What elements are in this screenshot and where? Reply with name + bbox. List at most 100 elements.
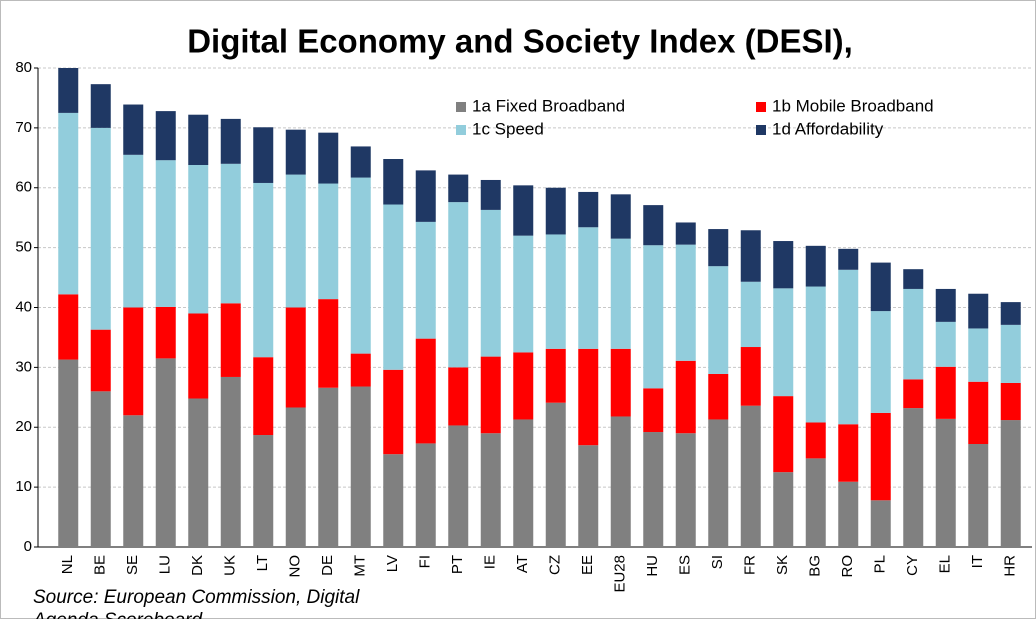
bar-segment bbox=[740, 230, 761, 282]
legend-label: 1c Speed bbox=[472, 119, 544, 138]
bar-segment bbox=[480, 356, 501, 434]
bar-segment bbox=[805, 286, 826, 423]
bar-segment bbox=[740, 347, 761, 406]
bar-segment bbox=[545, 348, 566, 403]
bar-segment bbox=[58, 294, 79, 360]
bar-segment bbox=[1000, 302, 1021, 325]
x-tick-label: SK bbox=[774, 555, 791, 575]
legend-swatch bbox=[756, 102, 766, 112]
bar-segment bbox=[188, 313, 209, 399]
x-tick-label: NL bbox=[59, 555, 76, 574]
x-tick-label: EE bbox=[579, 555, 596, 575]
bar-segment bbox=[545, 402, 566, 547]
bar-segment bbox=[968, 444, 989, 547]
x-tick-label: FR bbox=[742, 555, 759, 575]
x-tick-label: NO bbox=[287, 555, 304, 578]
bar-segment bbox=[123, 104, 144, 155]
x-tick-label: PT bbox=[449, 555, 466, 574]
bar-segment bbox=[1000, 324, 1021, 383]
bar-segment bbox=[155, 306, 176, 359]
bar-segment bbox=[903, 269, 924, 289]
bar-segment bbox=[578, 191, 599, 228]
bar-segment bbox=[123, 154, 144, 308]
bar-segment bbox=[545, 187, 566, 235]
bar-segment bbox=[870, 412, 891, 501]
bar-segment bbox=[383, 204, 404, 370]
bar-segment bbox=[805, 245, 826, 287]
bar-segment bbox=[1000, 382, 1021, 421]
x-tick-label: FI bbox=[417, 555, 434, 568]
legend-label: 1d Affordability bbox=[772, 119, 884, 138]
bar-segment bbox=[350, 146, 371, 178]
x-tick-label: SE bbox=[124, 555, 141, 575]
bar-segment bbox=[123, 307, 144, 416]
bar-segment bbox=[903, 288, 924, 380]
bar-segment bbox=[448, 202, 469, 368]
bar-segment bbox=[415, 338, 436, 444]
bar-segment bbox=[708, 266, 729, 374]
bar-segment bbox=[610, 194, 631, 239]
x-tick-label: HU bbox=[644, 555, 661, 577]
bar-segment bbox=[383, 454, 404, 547]
bar-segment bbox=[350, 386, 371, 547]
bar-segment bbox=[285, 129, 306, 175]
bar-segment bbox=[545, 234, 566, 349]
x-tick-label: SI bbox=[709, 555, 726, 569]
bar-segment bbox=[708, 229, 729, 267]
bar-segment bbox=[578, 348, 599, 446]
bar-segment bbox=[155, 160, 176, 307]
bar-segment bbox=[968, 328, 989, 382]
bar-segment bbox=[383, 369, 404, 455]
bar-segment bbox=[805, 422, 826, 459]
bar-segment bbox=[285, 174, 306, 308]
bar-segment bbox=[188, 398, 209, 547]
bar-segment bbox=[968, 293, 989, 329]
bar-segment bbox=[773, 288, 794, 397]
bar-segment bbox=[903, 379, 924, 409]
y-tick-label: 50 bbox=[15, 239, 32, 256]
bar-segment bbox=[90, 127, 111, 330]
x-tick-label: HR bbox=[1002, 555, 1019, 577]
bar-segment bbox=[643, 205, 664, 246]
x-tick-label: UK bbox=[222, 555, 239, 576]
source: Source: European Commission, Digital bbox=[33, 587, 360, 608]
bar-segment bbox=[578, 227, 599, 349]
bar-segment bbox=[415, 170, 436, 222]
x-tick-label: DK bbox=[189, 555, 206, 576]
x-tick-label: CZ bbox=[547, 555, 564, 575]
x-tick-label: ES bbox=[677, 555, 694, 575]
bar-segment bbox=[285, 407, 306, 547]
bar-segment bbox=[318, 299, 339, 388]
bar-segment bbox=[513, 352, 534, 420]
x-tick-label: PL bbox=[872, 555, 889, 573]
y-tick-label: 60 bbox=[15, 179, 32, 196]
bar-segment bbox=[903, 408, 924, 547]
y-tick-label: 70 bbox=[15, 119, 32, 136]
bar-segment bbox=[935, 418, 956, 547]
x-tick-label: LT bbox=[254, 555, 271, 571]
bar-segment bbox=[415, 443, 436, 547]
bar-segment bbox=[58, 112, 79, 295]
bar-segment bbox=[318, 132, 339, 184]
bar-segment bbox=[253, 182, 274, 358]
legend-label: 1a Fixed Broadband bbox=[472, 96, 625, 115]
x-tick-label: IT bbox=[969, 555, 986, 568]
bar-segment bbox=[415, 221, 436, 339]
bar-segment bbox=[740, 405, 761, 547]
bar-segment bbox=[58, 359, 79, 547]
bar-segment bbox=[935, 366, 956, 419]
bar-segment bbox=[253, 357, 274, 436]
y-tick-label: 0 bbox=[24, 538, 32, 555]
bar-segment bbox=[90, 391, 111, 547]
x-tick-label: RO bbox=[839, 555, 856, 578]
x-tick-label: EL bbox=[937, 555, 954, 573]
y-tick-label: 40 bbox=[15, 298, 32, 315]
bar-segment bbox=[285, 307, 306, 408]
x-tick-label: BE bbox=[92, 555, 109, 575]
bar-segment bbox=[480, 209, 501, 357]
x-tick-label: MT bbox=[352, 555, 369, 577]
y-tick-label: 20 bbox=[15, 418, 32, 435]
bar-segment bbox=[773, 241, 794, 289]
bar-segment bbox=[513, 235, 534, 353]
bar-segment bbox=[480, 433, 501, 547]
